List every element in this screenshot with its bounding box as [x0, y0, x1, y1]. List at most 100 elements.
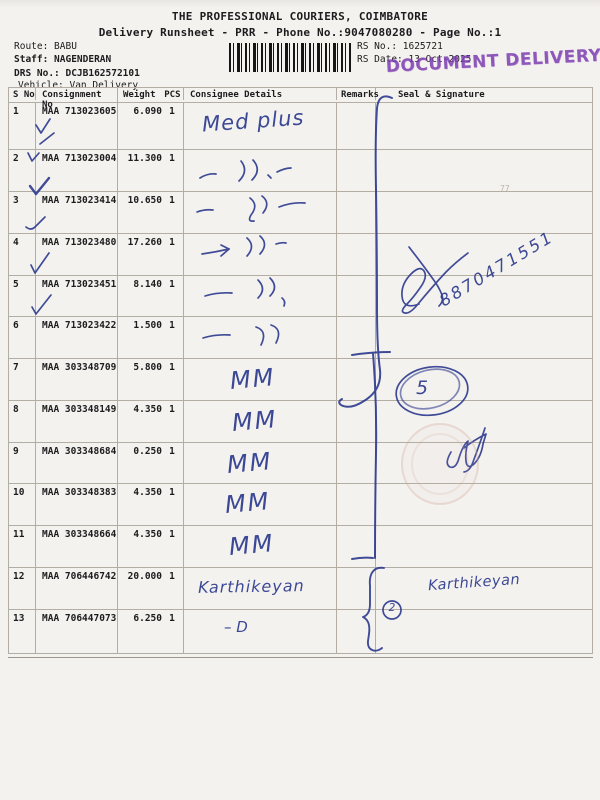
cell-consignee [184, 317, 337, 358]
rs-date-label: RS Date: [357, 54, 409, 65]
cell-serial: 10 [9, 484, 36, 525]
delivery-table: S No Consignment No Weight PCS Consignee … [8, 87, 593, 654]
table-row: 1 MAA 713023605 6.090 1 [9, 103, 592, 150]
table-row: 5 MAA 713023451 8.140 1 [9, 276, 592, 317]
cell-seal [376, 192, 592, 233]
pcs-value: 1 [169, 404, 175, 415]
cell-serial: 7 [9, 359, 36, 400]
cell-consignee [184, 192, 337, 233]
cell-consignment: MAA 706446742 [36, 568, 118, 609]
cell-consignment: MAA 713023605 [36, 103, 118, 149]
pcs-value: 1 [169, 153, 175, 164]
pcs-value: 1 [169, 237, 175, 248]
table-bottom-rule [8, 657, 593, 658]
pcs-value: 1 [169, 613, 175, 624]
rs-no-value: 1625721 [402, 41, 443, 52]
cell-serial: 13 [9, 610, 36, 653]
pcs-value: 1 [169, 487, 175, 498]
cell-remarks [337, 568, 376, 609]
cell-remarks [337, 484, 376, 525]
cell-weight-pcs: 4.350 1 [118, 484, 184, 525]
cell-remarks [337, 359, 376, 400]
cell-serial: 11 [9, 526, 36, 567]
cell-consignee [184, 359, 337, 400]
staff-value: NAGENDERAN [54, 54, 112, 65]
cell-consignment: MAA 713023451 [36, 276, 118, 316]
weight-value: 6.090 [133, 106, 162, 117]
weight-value: 4.350 [133, 529, 162, 540]
cell-seal [376, 568, 592, 609]
staff-label: Staff: [14, 54, 55, 65]
drs-line: DRS No.: DCJB162572101 [14, 68, 140, 79]
cell-weight-pcs: 0.250 1 [118, 443, 184, 483]
weight-value: 11.300 [127, 153, 162, 164]
cell-weight-pcs: 6.250 1 [118, 610, 184, 653]
col-header-remarks: Remarks [337, 88, 379, 100]
vehicle-value: Van Delivery [69, 80, 139, 91]
cell-seal [376, 150, 592, 191]
cell-consignee [184, 568, 337, 609]
cell-consignment: MAA 303348383 [36, 484, 118, 525]
page-subtitle: Delivery Runsheet - PRR - Phone No.:9047… [98, 26, 502, 39]
cell-seal [376, 610, 592, 653]
cell-consignment: MAA 303348684 [36, 443, 118, 483]
cell-consignment: MAA 706447073 [36, 610, 118, 653]
weight-value: 0.250 [133, 446, 162, 457]
route-label: Route: [14, 41, 55, 52]
cell-seal [376, 103, 592, 149]
cell-consignee [184, 276, 337, 316]
table-row: 3 MAA 713023414 10.650 1 [9, 192, 592, 234]
cell-consignee [184, 150, 337, 191]
weight-value: 8.140 [133, 279, 162, 290]
table-row: 11 MAA 303348664 4.350 1 [9, 526, 592, 568]
cell-serial: 3 [9, 192, 36, 233]
cell-consignee [184, 484, 337, 525]
cell-weight-pcs: 17.260 1 [118, 234, 184, 275]
pcs-value: 1 [169, 362, 175, 373]
rs-date-line: RS Date: 13-Oct-2025 [357, 54, 471, 65]
col-header-weight-pcs: Weight PCS [118, 88, 184, 100]
weight-value: 20.000 [127, 571, 162, 582]
rs-no-label: RS No.: [357, 41, 403, 52]
col-header-sno: S No [9, 88, 36, 100]
cell-consignment: MAA 713023422 [36, 317, 118, 358]
cell-weight-pcs: 11.300 1 [118, 150, 184, 191]
cell-remarks [337, 443, 376, 483]
col-header-pcs: PCS [164, 90, 181, 100]
weight-value: 17.260 [127, 237, 162, 248]
table-row: 4 MAA 713023480 17.260 1 [9, 234, 592, 276]
vehicle-line: Vehicle: Van Delivery [18, 80, 138, 91]
cell-consignment: MAA 713023414 [36, 192, 118, 233]
weight-value: 4.350 [133, 487, 162, 498]
weight-value: 6.250 [133, 613, 162, 624]
cell-remarks [337, 192, 376, 233]
cell-serial: 9 [9, 443, 36, 483]
pcs-value: 1 [169, 320, 175, 331]
cell-seal [376, 443, 592, 483]
cell-consignee [184, 526, 337, 567]
col-header-consignment: Consignment No [36, 88, 118, 110]
table-row: 8 MAA 303348149 4.350 1 [9, 401, 592, 443]
table-row: 10 MAA 303348383 4.350 1 [9, 484, 592, 526]
weight-value: 4.350 [133, 404, 162, 415]
cell-seal [376, 317, 592, 358]
staff-line: Staff: NAGENDERAN [14, 54, 111, 65]
col-header-seal: Seal & Signature [398, 90, 485, 100]
pcs-value: 1 [169, 106, 175, 117]
vehicle-label: Vehicle: [18, 80, 70, 91]
cell-consignee [184, 234, 337, 275]
cell-consignee [184, 103, 337, 149]
cell-serial: 2 [9, 150, 36, 191]
cell-weight-pcs: 10.650 1 [118, 192, 184, 233]
weight-value: 5.800 [133, 362, 162, 373]
faint-pencil-mark: 77 [500, 184, 510, 193]
pcs-value: 1 [169, 446, 175, 457]
cell-weight-pcs: 20.000 1 [118, 568, 184, 609]
cell-weight-pcs: 4.350 1 [118, 526, 184, 567]
cell-consignment: MAA 303348709 [36, 359, 118, 400]
table-row: 9 MAA 303348684 0.250 1 [9, 443, 592, 484]
cell-consignee [184, 443, 337, 483]
cell-remarks [337, 150, 376, 191]
cell-serial: 8 [9, 401, 36, 442]
